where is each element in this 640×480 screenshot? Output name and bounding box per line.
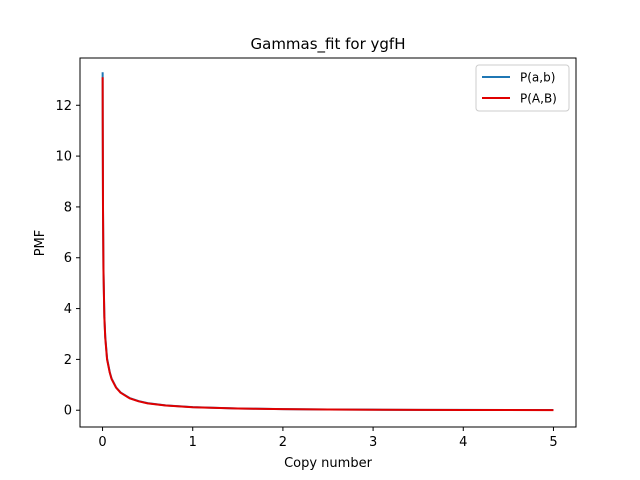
x-tick-label: 4 xyxy=(459,435,467,450)
x-axis-label: Copy number xyxy=(284,456,373,471)
series-layer xyxy=(101,72,554,412)
y-tick-label: 10 xyxy=(55,150,72,165)
axes-frame xyxy=(79,57,577,428)
y-axis-ticks: 0 2 4 6 8 10 12 xyxy=(55,99,80,419)
y-tick-label: 0 xyxy=(64,404,72,419)
legend: P(a,b) P(A,B) xyxy=(475,64,570,112)
y-tick-label: 6 xyxy=(64,251,72,266)
x-tick-label: 2 xyxy=(279,435,287,450)
x-tick-label: 0 xyxy=(98,435,106,450)
legend-label: P(A,B) xyxy=(520,92,557,106)
y-tick-label: 2 xyxy=(64,353,72,368)
chart-title: Gammas_fit for ygfH xyxy=(251,35,406,54)
x-tick-label: 5 xyxy=(549,435,557,450)
x-tick-label: 3 xyxy=(369,435,377,450)
y-tick-label: 8 xyxy=(64,200,72,215)
series-line-pab xyxy=(101,77,554,412)
x-axis-ticks: 0 1 2 3 4 5 xyxy=(98,427,558,450)
y-tick-label: 4 xyxy=(64,302,72,317)
y-axis-label: PMF xyxy=(33,230,48,257)
y-tick-label: 12 xyxy=(55,99,72,114)
legend-label: P(a,b) xyxy=(520,71,555,85)
x-tick-label: 1 xyxy=(189,435,197,450)
